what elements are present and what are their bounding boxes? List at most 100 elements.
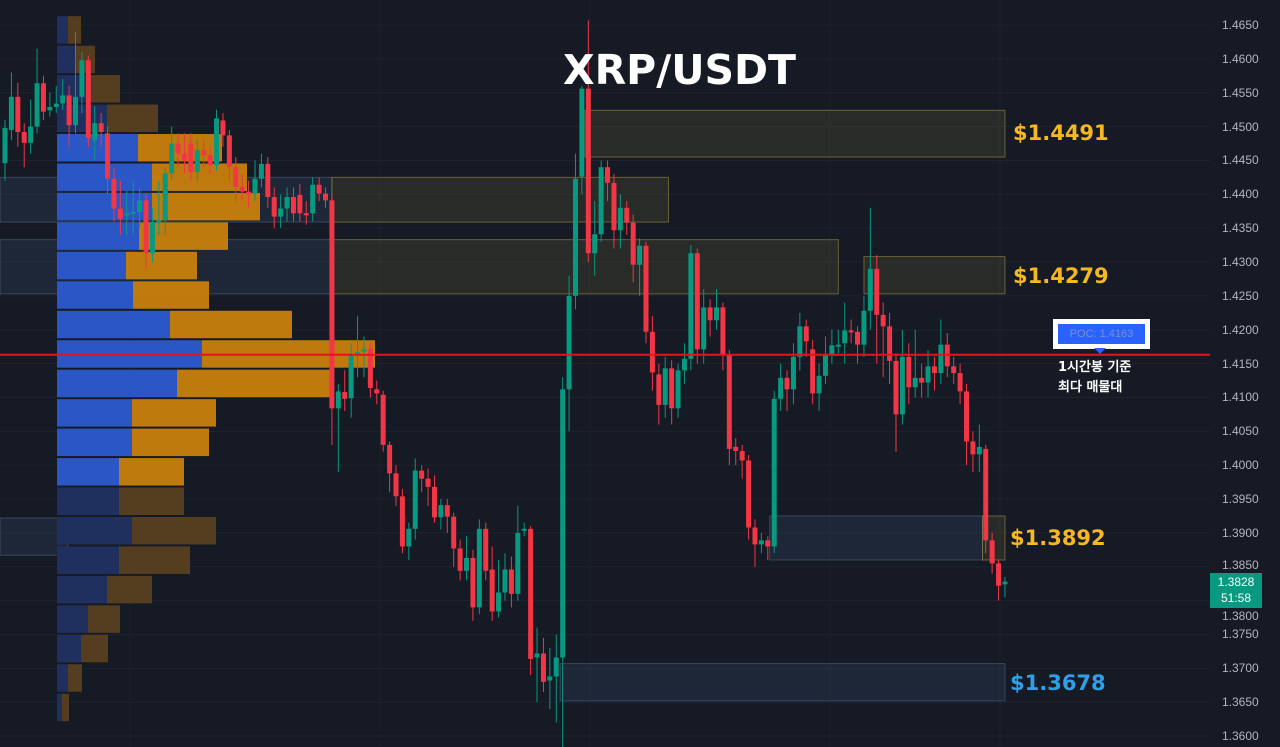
candle-down [329,200,335,409]
candle-up [130,211,136,214]
candle-down [220,120,226,136]
volume-bar-buy [57,605,88,633]
y-tick-label: 1.4500 [1222,119,1259,134]
candle-down [707,307,713,321]
candle-down [931,366,937,374]
volume-bar-sell [107,104,158,133]
price-zone [584,109,1006,158]
candle-up [598,167,604,235]
volume-bar-buy [57,428,132,457]
candle-down [323,193,328,201]
candle-up [124,213,130,216]
candle-up [560,389,566,658]
candle-down [297,194,303,214]
candle-down [611,182,617,231]
volume-bar-sell [119,458,184,486]
volume-bar-sell [152,192,260,221]
candle-down [342,392,348,399]
candle-down [188,143,194,172]
candle-down [964,391,969,442]
y-tick-label: 1.3750 [1222,627,1259,642]
volume-bar-buy [57,134,138,162]
volume-bar-sell [132,428,209,457]
candle-down [117,208,123,219]
volume-bar-sell [88,605,120,633]
y-tick-label: 1.3650 [1222,695,1259,710]
candle-down [906,356,912,388]
candle-up [662,368,668,405]
candle-up [406,528,412,547]
candle-down [483,528,489,571]
candle-down [387,444,393,474]
volume-bar-buy [57,634,81,663]
candle-up [169,143,175,174]
candle-down [957,373,963,392]
candle-up [162,173,168,221]
candle-up [566,295,572,390]
candle-up [861,310,867,345]
candle-down [739,450,745,461]
volume-bar-sell [133,281,209,309]
candle-up [701,307,707,350]
candle-down [265,163,271,198]
volume-bar-sell [90,75,120,103]
volume-bar-buy [57,664,68,692]
current-price-badge: 1.3828 51:58 [1210,573,1262,608]
candle-up [829,345,835,355]
candle-up [912,377,918,388]
candle-down [271,197,277,217]
candle-down [887,326,893,361]
volume-bar-buy [57,310,170,339]
price-zone [863,256,1006,295]
candle-down [733,446,739,451]
candle-down [970,441,976,455]
candle-down [784,377,790,390]
y-tick-label: 1.4250 [1222,288,1259,303]
volume-bar-buy [57,222,139,250]
y-tick-label: 1.4000 [1222,458,1259,473]
zone-label: $1.3678 [1010,671,1106,696]
price-zone [0,517,69,556]
candle-down [111,178,117,209]
candle-up [553,657,559,677]
candle-up [2,127,8,164]
candle-up [842,330,848,344]
volume-bar-buy [57,16,68,44]
candle-down [98,123,104,132]
candle-down [765,540,771,547]
candle-up [547,676,553,681]
volume-bar-sell [177,369,330,398]
poc-note-line2: 최다 매물대 [1058,380,1123,395]
candle-up [496,592,502,612]
candle-up [1002,581,1008,585]
volume-bar-buy [57,251,126,280]
bar-countdown: 51:58 [1220,591,1252,605]
candle-up [79,60,85,97]
candle-down [399,496,405,547]
candle-up [592,234,598,254]
volume-bar-buy [57,458,119,486]
volume-bar-buy [57,192,152,221]
candle-down [239,186,245,192]
volume-bar-buy [57,487,119,515]
volume-bar-buy [57,399,132,427]
candle-up [816,375,822,394]
candle-up [258,163,264,179]
candle-down [431,486,437,518]
candle-up [278,208,284,217]
candle-up [438,505,444,518]
candle-up [355,352,361,355]
candle-down [207,155,213,166]
candle-down [246,191,252,195]
y-tick-label: 1.4150 [1222,356,1259,371]
candle-down [374,389,380,394]
candle-up [899,356,905,415]
poc-pointer-icon [1094,348,1106,354]
candle-down [451,516,457,549]
candle-down [746,460,752,528]
y-tick-label: 1.4050 [1222,424,1259,439]
candle-down [649,331,655,373]
candle-down [233,167,239,187]
candle-down [105,133,111,179]
